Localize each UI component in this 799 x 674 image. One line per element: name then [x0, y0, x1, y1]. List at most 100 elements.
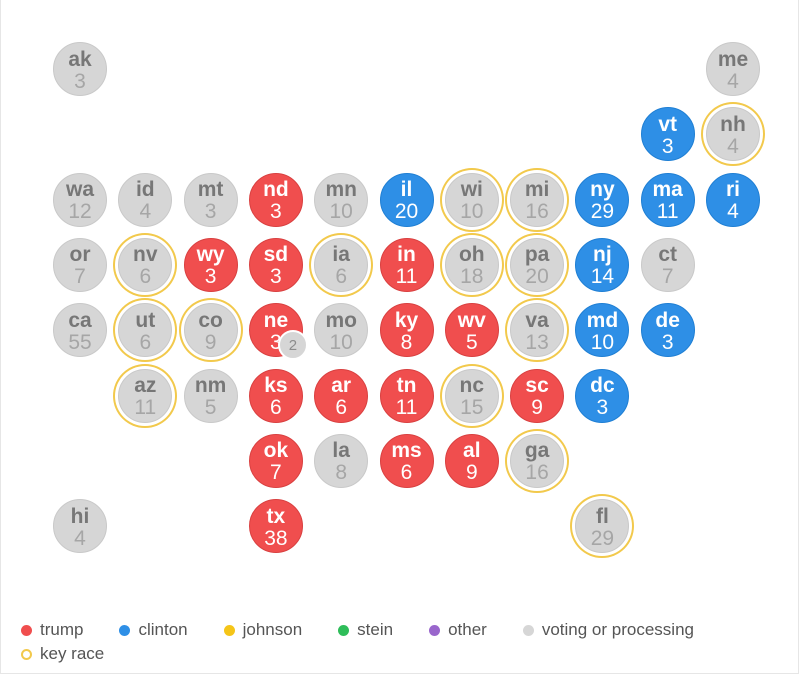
state-abbr: va: [525, 308, 549, 332]
state-electoral-votes: 3: [661, 134, 674, 158]
state-tile-wa[interactable]: wa 12: [53, 172, 107, 227]
clinton-dot-icon: [119, 624, 131, 636]
state-tile-de[interactable]: de 3: [640, 303, 695, 358]
state-electoral-votes: 10: [329, 330, 353, 354]
state-tile-mo[interactable]: mo 10: [314, 303, 369, 358]
state-tile-dc[interactable]: dc 3: [575, 368, 630, 423]
state-tile-tx[interactable]: tx 38: [248, 499, 303, 554]
legend-label-johnson: johnson: [242, 620, 303, 639]
state-abbr: il: [400, 178, 413, 202]
state-tile-nv[interactable]: nv 6: [118, 237, 173, 292]
state-tile-az[interactable]: az 11: [118, 368, 173, 423]
state-tile-ca[interactable]: ca 55: [53, 303, 107, 358]
state-tile-wi[interactable]: wi 10: [444, 172, 499, 227]
state-electoral-votes: 10: [329, 200, 353, 224]
state-tile-ak[interactable]: ak 3: [53, 42, 107, 96]
state-abbr: nm: [194, 374, 227, 397]
state-tile-va[interactable]: va 13: [510, 303, 565, 358]
legend-label-voting: voting or processing: [541, 620, 694, 639]
state-electoral-votes: 3: [204, 265, 217, 289]
state-tile-ny[interactable]: ny 29: [575, 172, 630, 227]
state-tile-tn[interactable]: tn 11: [379, 368, 434, 423]
state-abbr: vt: [658, 112, 678, 136]
state-tile-sd[interactable]: sd 3: [248, 237, 303, 292]
state-tile-vt[interactable]: vt 3: [640, 107, 695, 162]
state-electoral-votes: 11: [395, 265, 418, 289]
state-tile-hi[interactable]: hi 4: [53, 499, 107, 554]
state-tile-wv[interactable]: wv 5: [444, 303, 499, 358]
state-abbr: ga: [524, 439, 550, 463]
state-tile-nh[interactable]: nh 4: [706, 107, 760, 162]
state-electoral-votes: 4: [74, 526, 86, 550]
state-tile-ms[interactable]: ms 6: [379, 433, 434, 488]
state-tile-ma[interactable]: ma 11: [640, 172, 695, 227]
state-abbr: al: [463, 439, 481, 463]
legend-row-key-race: key race: [21, 642, 791, 666]
legend: trump clinton johnson stein other voting…: [21, 618, 791, 666]
state-tile-sc[interactable]: sc 9: [510, 368, 565, 423]
state-electoral-votes: 38: [264, 526, 288, 550]
state-tile-ut[interactable]: ut 6: [118, 303, 173, 358]
state-split-badge-ne[interactable]: 2: [277, 330, 308, 361]
state-tile-in[interactable]: in 11: [379, 237, 434, 292]
state-electoral-votes: 3: [596, 396, 609, 419]
state-tile-id[interactable]: id 4: [118, 172, 173, 227]
state-tile-ky[interactable]: ky 8: [379, 303, 434, 358]
state-electoral-votes: 20: [525, 265, 549, 289]
state-abbr: nc: [459, 374, 485, 397]
state-abbr: dc: [590, 374, 615, 397]
legend-label-clinton: clinton: [138, 620, 188, 639]
state-tile-ga[interactable]: ga 16: [510, 433, 565, 488]
state-tile-al[interactable]: al 9: [444, 433, 499, 488]
state-abbr: pa: [524, 243, 550, 267]
state-abbr: ne: [263, 308, 289, 332]
state-tile-or[interactable]: or 7: [53, 237, 107, 292]
state-tile-co[interactable]: co 9: [183, 303, 238, 358]
state-tile-ri[interactable]: ri 4: [706, 172, 760, 227]
trump-dot-icon: [21, 624, 32, 636]
state-electoral-votes: 5: [204, 396, 217, 419]
state-electoral-votes: 5: [465, 330, 478, 354]
state-abbr: tn: [396, 374, 417, 397]
state-abbr: de: [655, 308, 680, 332]
state-tile-il[interactable]: il 20: [379, 172, 434, 227]
state-tile-nd[interactable]: nd 3: [248, 172, 303, 227]
state-tile-ia[interactable]: ia 6: [314, 237, 369, 292]
state-abbr: la: [332, 439, 350, 463]
state-abbr: ca: [68, 308, 92, 332]
state-tile-me[interactable]: me 4: [706, 42, 760, 96]
state-tile-fl[interactable]: fl 29: [575, 499, 630, 554]
state-tile-mt[interactable]: mt 3: [183, 172, 238, 227]
state-tile-la[interactable]: la 8: [314, 433, 369, 488]
state-abbr: co: [198, 308, 223, 332]
state-abbr: oh: [458, 243, 485, 267]
state-tile-mi[interactable]: mi 16: [510, 172, 565, 227]
state-abbr: in: [397, 243, 416, 267]
state-electoral-votes: 15: [460, 396, 484, 419]
state-abbr: mi: [524, 178, 550, 202]
state-tile-ok[interactable]: ok 7: [248, 433, 303, 488]
legend-label-stein: stein: [357, 620, 394, 639]
other-dot-icon: [429, 624, 441, 636]
state-electoral-votes: 9: [204, 330, 217, 354]
state-tile-ar[interactable]: ar 6: [314, 368, 369, 423]
state-tile-mn[interactable]: mn 10: [314, 172, 369, 227]
key-race-ring-icon: [21, 648, 32, 660]
state-abbr: or: [69, 243, 91, 267]
state-electoral-votes: 7: [661, 265, 674, 289]
state-abbr: ky: [394, 308, 419, 332]
state-tile-md[interactable]: md 10: [575, 303, 630, 358]
state-electoral-votes: 16: [525, 200, 549, 224]
state-tile-oh[interactable]: oh 18: [444, 237, 499, 292]
state-tile-ks[interactable]: ks 6: [248, 368, 303, 423]
state-tile-wy[interactable]: wy 3: [183, 237, 238, 292]
state-tile-pa[interactable]: pa 20: [510, 237, 565, 292]
state-tile-nm[interactable]: nm 5: [183, 368, 238, 423]
state-electoral-votes: 12: [68, 200, 92, 224]
legend-item-trump: trump: [21, 620, 83, 640]
state-abbr: nv: [133, 243, 158, 267]
state-tile-nc[interactable]: nc 15: [444, 368, 499, 423]
state-tile-nj[interactable]: nj 14: [575, 237, 630, 292]
state-tile-ct[interactable]: ct 7: [640, 237, 695, 292]
